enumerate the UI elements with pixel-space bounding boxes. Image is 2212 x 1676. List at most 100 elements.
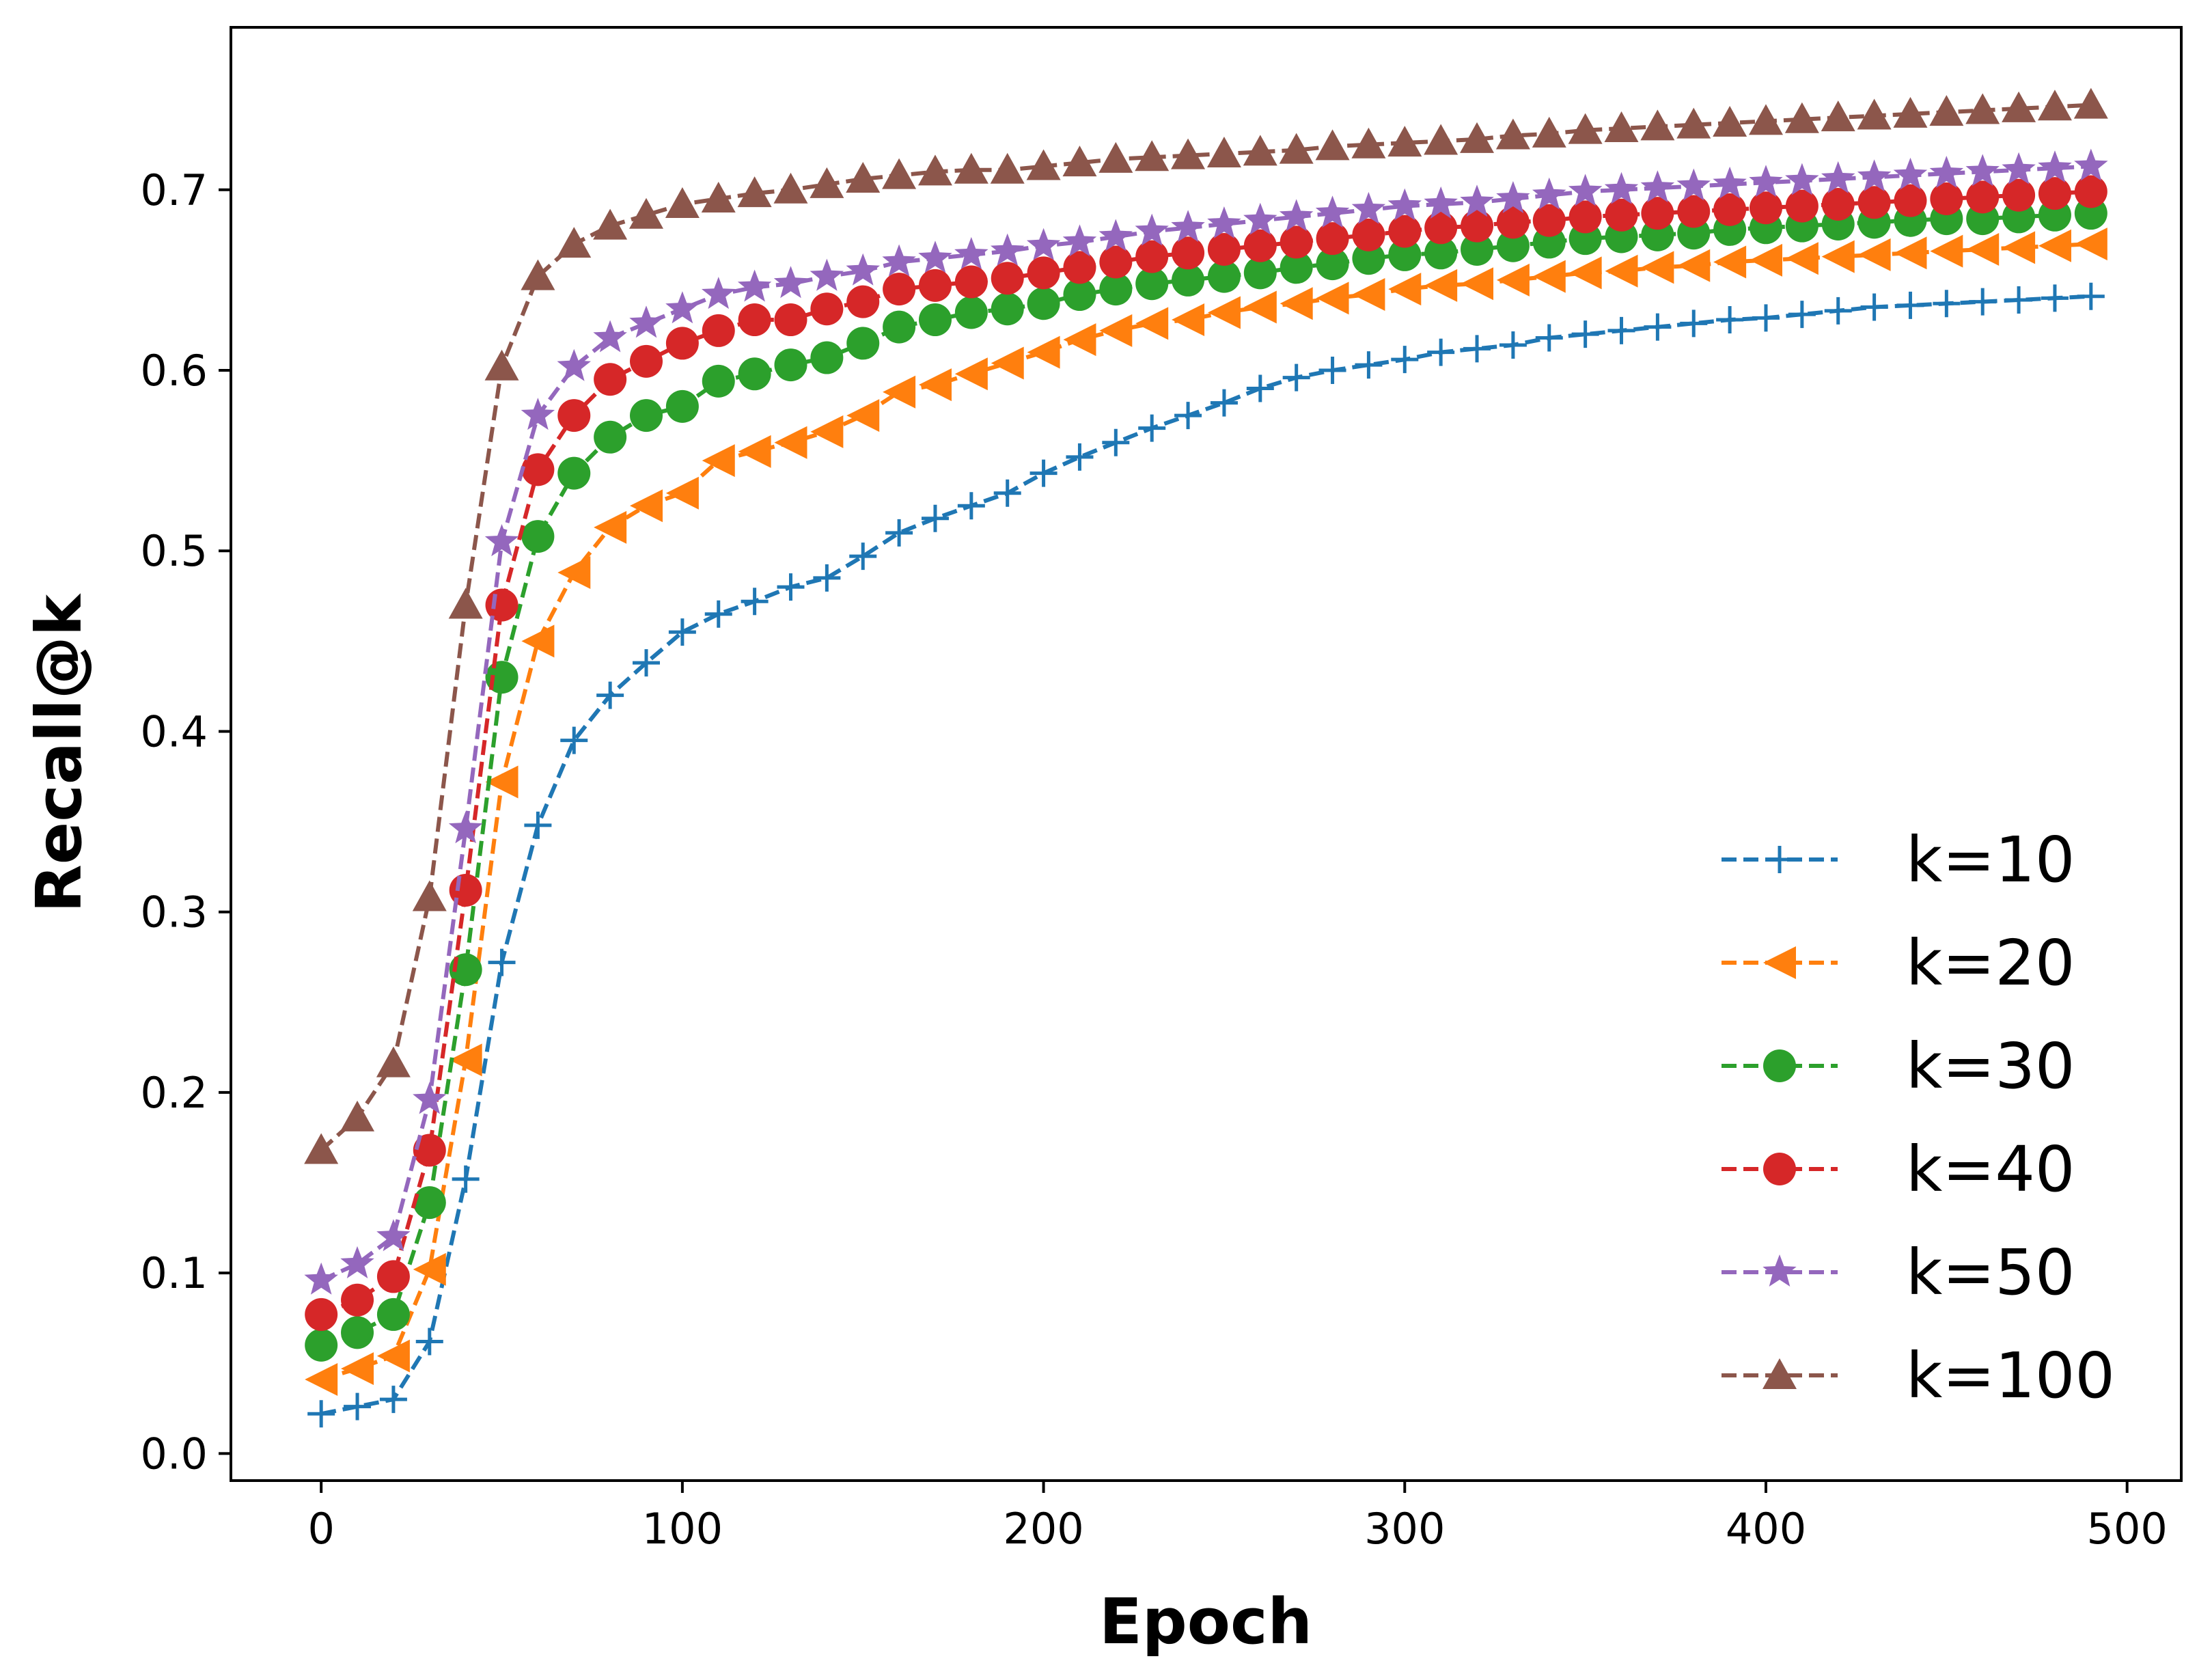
data-point-k=10-300	[1391, 346, 1419, 374]
data-point-k=100-160	[882, 158, 917, 189]
data-point-k=10-240	[1174, 402, 1202, 430]
data-point-k=10-440	[1896, 291, 1924, 319]
data-point-k=100-300	[1387, 126, 1422, 157]
data-point-k=100-100	[665, 187, 700, 218]
data-point-k=10-0	[307, 1400, 335, 1428]
data-point-k=50-160	[882, 244, 916, 277]
data-point-k=100-450	[1929, 95, 1964, 126]
data-point-k=40-80	[594, 363, 627, 396]
data-point-k=30-160	[883, 310, 916, 344]
legend-label: k=10	[1906, 823, 2075, 896]
data-point-k=100-360	[1604, 111, 1639, 142]
data-point-k=50-250	[1207, 206, 1241, 238]
data-point-k=100-10	[340, 1100, 375, 1131]
data-point-k=30-60	[521, 520, 555, 553]
data-point-k=10-120	[741, 588, 769, 616]
y-tick-label: 0.1	[140, 1248, 208, 1298]
data-point-k=50-330	[1496, 181, 1530, 213]
data-point-k=50-100	[665, 291, 700, 324]
series-k=100	[304, 87, 2108, 1164]
data-point-k=40-50	[485, 588, 519, 622]
y-axis: 0.0 0.1 0.2 0.3 0.4 0.5 0.6 0.7	[140, 165, 231, 1479]
data-point-k=20-70	[557, 555, 591, 589]
x-tick-label: 300	[1364, 1504, 1445, 1554]
data-point-k=40-230	[1135, 240, 1169, 273]
data-point-k=20-280	[1316, 281, 1349, 315]
data-point-k=10-10	[344, 1392, 372, 1420]
x-tick-label: 100	[642, 1504, 723, 1554]
data-point-k=10-170	[921, 504, 949, 532]
plot-frame	[230, 26, 2183, 1482]
data-point-k=40-220	[1099, 245, 1133, 279]
data-point-k=40-10	[341, 1283, 374, 1317]
data-point-k=10-450	[1933, 290, 1961, 318]
data-point-k=10-490	[2077, 282, 2105, 310]
data-point-k=50-220	[1098, 219, 1133, 251]
legend-marker	[1763, 1153, 1796, 1185]
data-point-k=50-120	[737, 269, 772, 302]
data-point-k=20-430	[1857, 238, 1891, 271]
data-point-k=50-20	[376, 1219, 411, 1252]
data-point-k=20-320	[1461, 267, 1494, 301]
data-point-k=40-450	[1930, 182, 1963, 216]
data-point-k=30-30	[413, 1186, 446, 1220]
data-point-k=30-210	[1063, 278, 1096, 312]
data-point-k=100-330	[1495, 118, 1530, 150]
data-point-k=10-310	[1427, 338, 1455, 366]
data-point-k=50-240	[1171, 210, 1205, 243]
data-point-k=40-310	[1424, 211, 1458, 245]
data-point-k=30-120	[738, 357, 771, 391]
data-point-k=100-90	[629, 197, 664, 229]
data-point-k=30-90	[630, 399, 663, 432]
data-point-k=10-280	[1318, 357, 1346, 385]
data-point-k=50-460	[1965, 154, 2000, 187]
data-point-k=20-460	[1966, 232, 2000, 266]
data-point-k=20-270	[1280, 287, 1313, 320]
data-point-k=50-150	[846, 253, 880, 286]
data-point-k=10-40	[452, 1165, 480, 1193]
data-point-k=40-270	[1280, 225, 1313, 259]
data-point-k=20-290	[1352, 278, 1385, 312]
series-k=20	[305, 228, 2107, 1397]
data-point-k=50-450	[1929, 156, 1964, 189]
data-point-k=50-230	[1135, 213, 1169, 246]
data-point-k=10-230	[1138, 414, 1166, 442]
legend-label: k=40	[1906, 1133, 2075, 1206]
data-point-k=40-430	[1857, 186, 1891, 219]
legend-entry-k=30: k=30	[1722, 1030, 2075, 1103]
data-point-k=50-60	[521, 398, 555, 430]
data-point-k=20-10	[341, 1352, 374, 1386]
data-point-k=50-190	[991, 233, 1025, 266]
data-point-k=100-60	[521, 259, 555, 290]
data-point-k=10-270	[1282, 363, 1310, 391]
data-point-k=50-210	[1062, 224, 1097, 257]
data-point-k=20-200	[1027, 335, 1060, 369]
data-point-k=50-390	[1713, 166, 1747, 199]
data-point-k=20-330	[1496, 263, 1530, 297]
data-point-k=40-170	[918, 269, 952, 302]
y-tick-label: 0.5	[140, 526, 208, 576]
data-point-k=40-340	[1532, 204, 1566, 237]
data-point-k=10-340	[1535, 324, 1563, 352]
data-point-k=100-30	[412, 880, 447, 911]
data-point-k=100-490	[2073, 87, 2108, 119]
data-point-k=30-140	[810, 341, 844, 374]
data-point-k=40-390	[1713, 193, 1747, 226]
data-point-k=30-300	[1388, 238, 1422, 271]
data-point-k=10-190	[993, 479, 1021, 507]
data-point-k=20-110	[702, 444, 735, 478]
data-point-k=50-480	[2038, 150, 2072, 183]
x-tick-label: 500	[2087, 1504, 2168, 1554]
data-point-k=100-350	[1568, 113, 1603, 144]
data-point-k=10-250	[1210, 389, 1238, 417]
data-point-k=20-220	[1099, 314, 1133, 347]
data-point-k=100-50	[484, 349, 519, 381]
data-point-k=40-330	[1496, 206, 1530, 239]
data-point-k=50-310	[1424, 186, 1458, 219]
data-point-k=100-70	[557, 227, 592, 258]
data-point-k=100-290	[1351, 127, 1386, 159]
data-point-k=50-90	[629, 305, 663, 338]
legend-entry-k=100: k=100	[1722, 1339, 2115, 1412]
data-point-k=50-140	[810, 258, 844, 291]
data-point-k=50-370	[1640, 170, 1675, 203]
